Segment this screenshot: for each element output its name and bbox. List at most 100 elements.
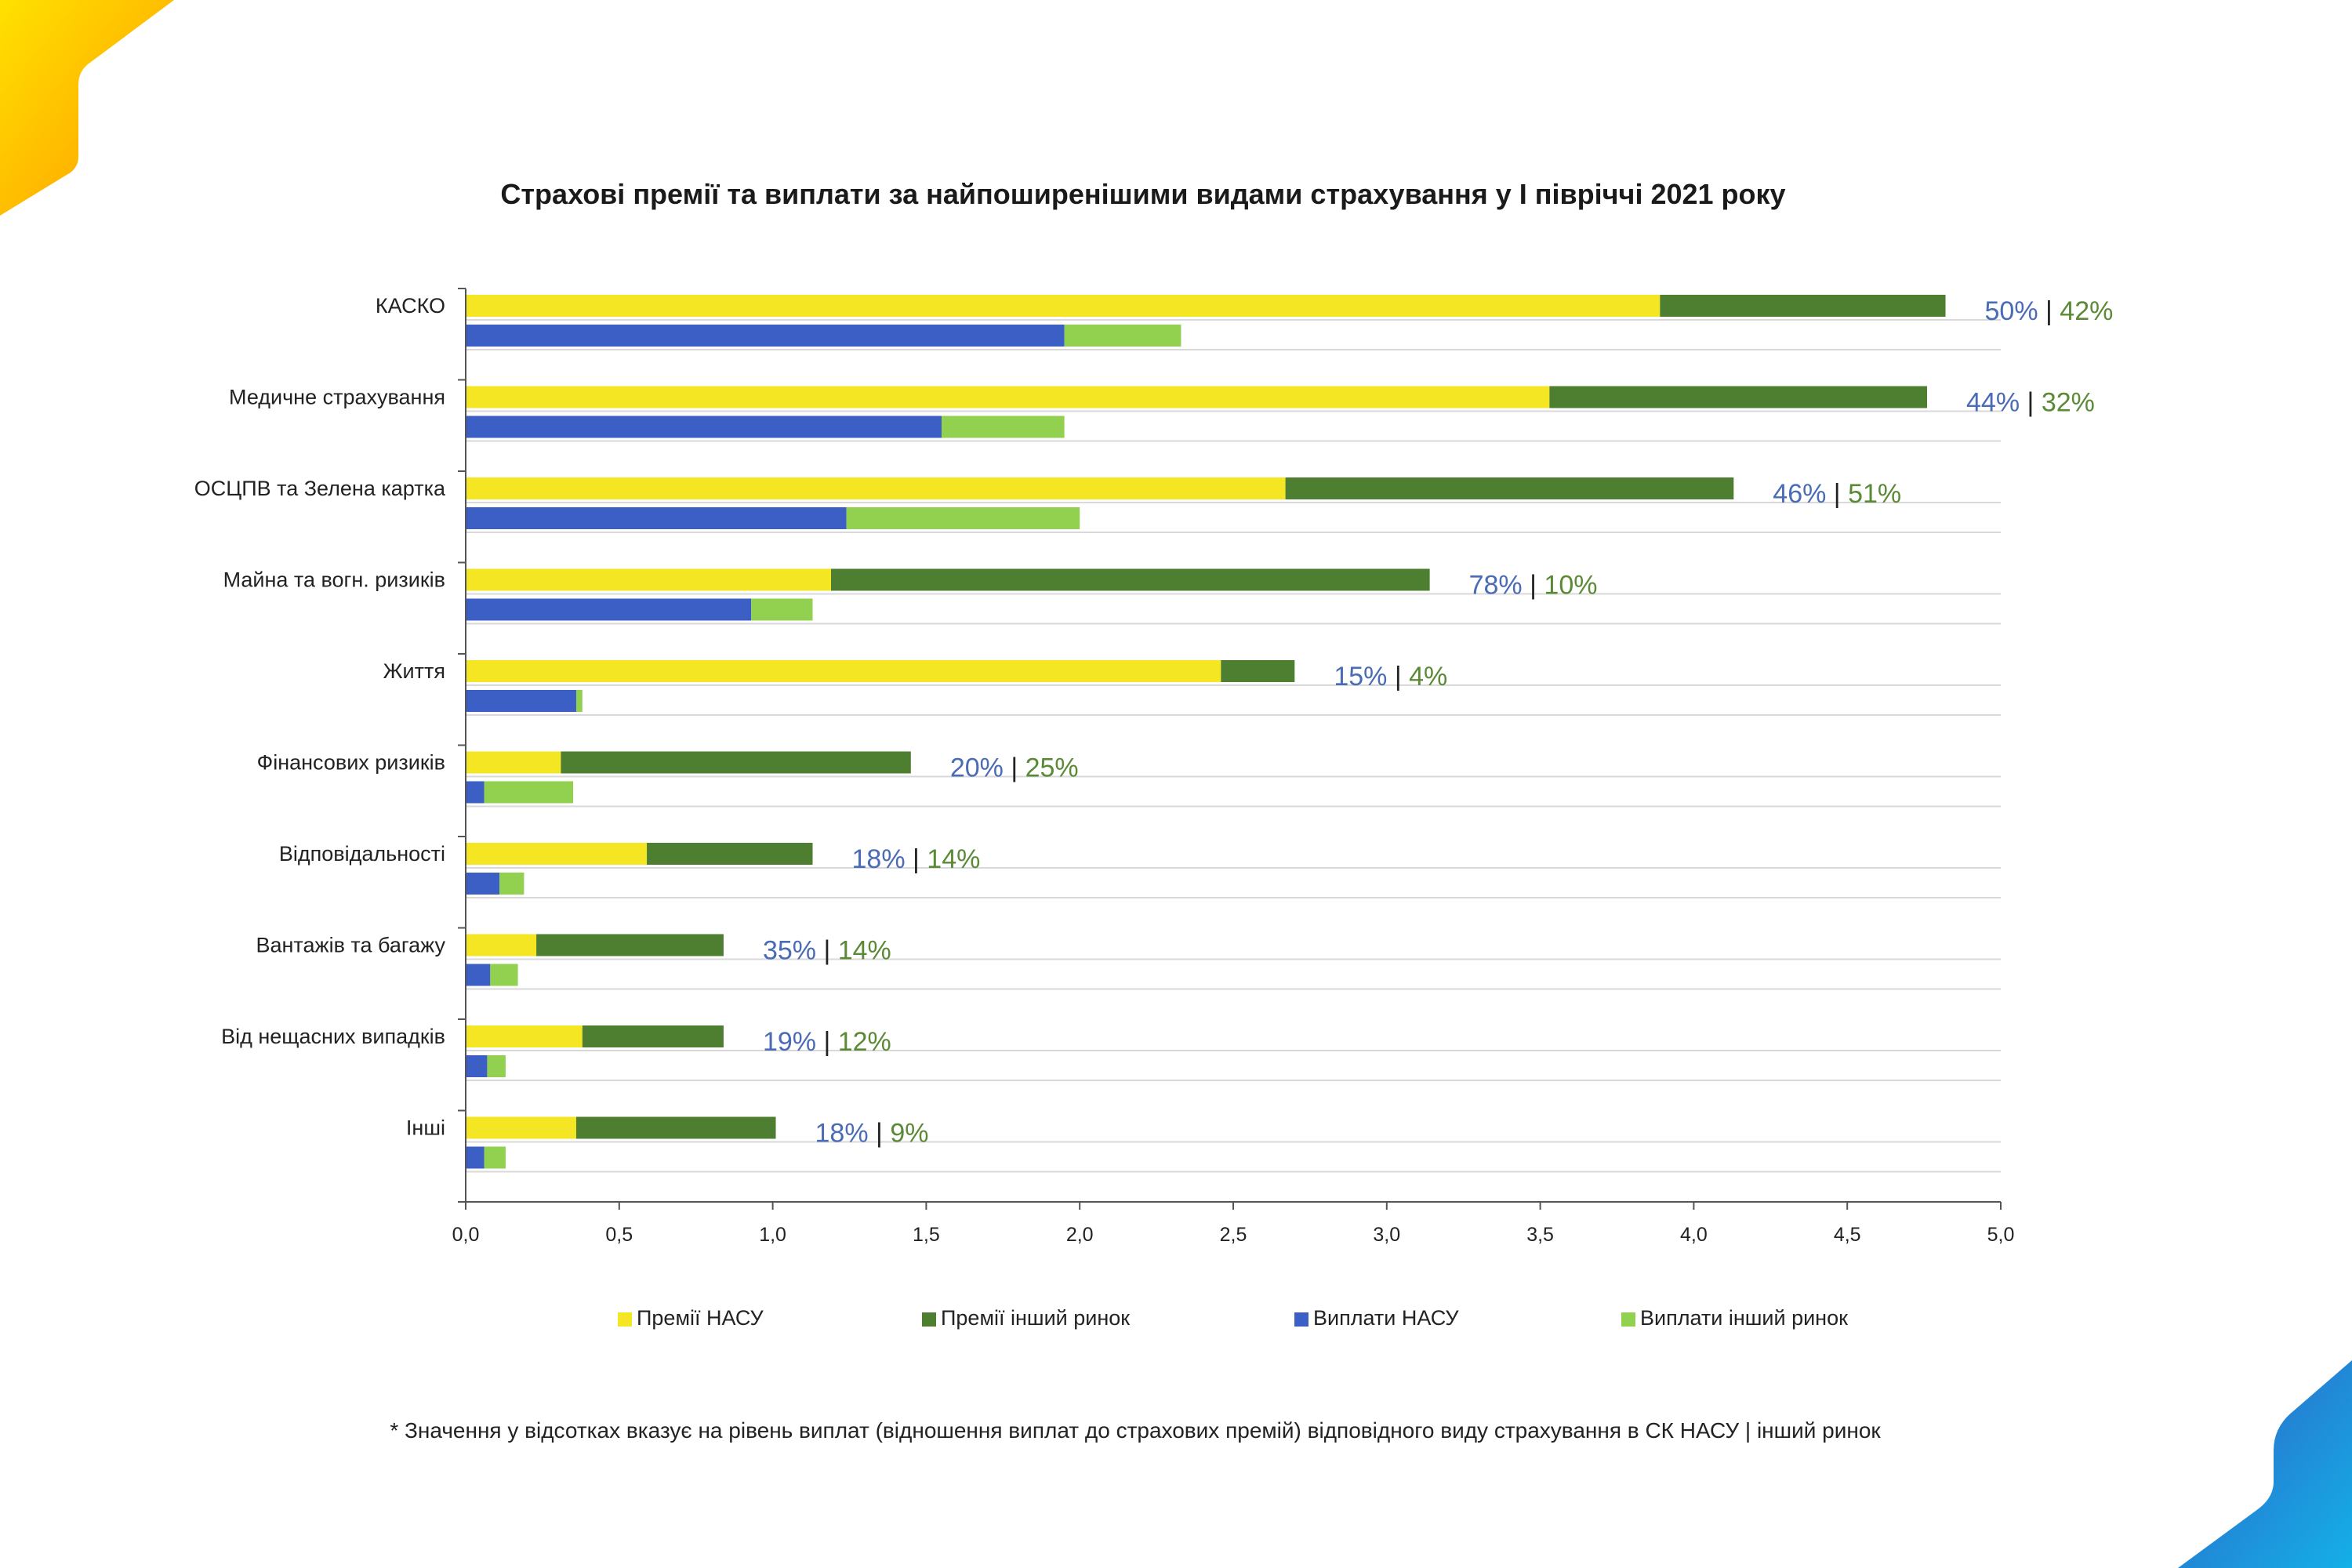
ratio-label: 15% | 4% [1334, 662, 1447, 691]
bar-premiums-other [1221, 660, 1295, 682]
bar-payouts-other [846, 507, 1080, 529]
bar-payouts-other [490, 964, 518, 986]
ratio-label: 46% | 51% [1773, 479, 1901, 509]
legend-swatch [1621, 1312, 1635, 1327]
legend-label: Виплати НАСУ [1313, 1306, 1459, 1330]
bar-premiums-other [647, 843, 813, 865]
bar-premiums-nasu [466, 934, 537, 956]
legend-label: Премії НАСУ [637, 1306, 764, 1330]
bar-payouts-nasu [466, 781, 485, 804]
bar-payouts-nasu [466, 1055, 488, 1077]
ratio-nasu: 15% [1334, 662, 1387, 691]
bar-payouts-other [484, 781, 574, 804]
ratio-separator: | [1004, 753, 1025, 783]
legend-swatch [922, 1312, 936, 1327]
category-label: Медичне страхування [229, 386, 445, 409]
bar-payouts-nasu [466, 598, 752, 621]
bar-premiums-nasu [466, 295, 1661, 317]
ratio-other: 42% [2060, 296, 2113, 326]
ratio-label: 18% | 14% [852, 844, 981, 874]
ratio-separator: | [1523, 571, 1544, 601]
ratio-separator: | [2038, 296, 2060, 326]
bar-payouts-other [941, 416, 1065, 438]
category-label: Життя [383, 659, 445, 683]
bar-premiums-nasu [466, 1116, 576, 1139]
ratio-nasu: 78% [1469, 571, 1523, 601]
ratio-nasu: 44% [1966, 388, 2020, 418]
category-label: Від нещасних випадків [221, 1025, 445, 1048]
bar-payouts-other [499, 873, 524, 895]
bar-premiums-other [1660, 295, 1946, 317]
ratio-other: 12% [838, 1027, 891, 1057]
bar-payouts-nasu [466, 964, 491, 986]
bar-premiums-other [1549, 386, 1928, 408]
ratio-nasu: 18% [815, 1119, 869, 1149]
category-label: ОСЦПВ та Зелена картка [194, 477, 446, 500]
ratio-separator: | [816, 936, 838, 966]
bar-premiums-nasu [466, 386, 1550, 408]
bar-payouts-nasu [466, 507, 847, 529]
category-label: Вантажів та багажу [256, 934, 446, 957]
x-tick-label: 0,0 [452, 1224, 480, 1246]
ratio-other: 4% [1409, 662, 1447, 691]
bars [466, 295, 1946, 1169]
legend-label: Премії інший ринок [941, 1306, 1130, 1330]
ratio-label: 18% | 9% [815, 1119, 929, 1149]
bar-payouts-nasu [466, 416, 942, 438]
bar-payouts-other [487, 1055, 506, 1077]
ratio-separator: | [1387, 662, 1409, 691]
chart-title: Страхові премії та виплати за найпоширен… [500, 178, 1785, 210]
bar-premiums-other [575, 1116, 776, 1139]
corner-decoration-top-left [0, 0, 174, 216]
ratio-separator: | [2020, 388, 2042, 418]
legend-swatch [1294, 1312, 1308, 1327]
ratio-nasu: 46% [1773, 479, 1826, 509]
category-label: Фінансових ризиків [257, 751, 445, 775]
ratio-label: 19% | 12% [763, 1027, 891, 1057]
bar-premiums-other [582, 1025, 724, 1047]
x-tick-label: 5,0 [1987, 1224, 2015, 1246]
bar-payouts-other [1064, 325, 1181, 347]
bar-premiums-nasu [466, 568, 832, 591]
x-tick-label: 3,0 [1373, 1224, 1400, 1246]
ratio-label: 50% | 42% [1985, 296, 2114, 326]
ratio-label: 78% | 10% [1469, 571, 1598, 601]
ratio-separator: | [816, 1027, 838, 1057]
ratio-other: 10% [1544, 571, 1597, 601]
bar-payouts-other [484, 1146, 506, 1169]
ratio-separator: | [1826, 479, 1848, 509]
corner-decoration-bottom-right [2178, 1360, 2352, 1568]
ratio-nasu: 50% [1985, 296, 2038, 326]
bar-payouts-nasu [466, 690, 576, 712]
ratio-other: 32% [2042, 388, 2095, 418]
ratio-other: 25% [1025, 753, 1079, 783]
ratio-nasu: 19% [763, 1027, 816, 1057]
ratio-other: 9% [890, 1119, 928, 1149]
bar-premiums-nasu [466, 843, 648, 865]
bar-payouts-nasu [466, 873, 500, 895]
x-tick-label: 3,5 [1526, 1224, 1554, 1246]
ratio-labels: 50% | 42% 44% | 32% 46% | 51% 78% | 10% 15% … [763, 296, 2113, 1149]
x-tick-label: 4,0 [1680, 1224, 1708, 1246]
bar-premiums-nasu [466, 751, 561, 774]
ratio-other: 14% [838, 936, 891, 966]
category-labels: КАСКО Медичне страхування ОСЦПВ та Зелена … [194, 294, 446, 1140]
bar-premiums-nasu [466, 660, 1221, 682]
category-label: КАСКО [376, 294, 445, 318]
x-tick-label: 0,5 [605, 1224, 633, 1246]
ratio-other: 51% [1848, 479, 1901, 509]
legend: Премії НАСУ Премії інший ринок Виплати НАС… [618, 1306, 1848, 1330]
x-tick-label: 2,5 [1220, 1224, 1247, 1246]
ratio-other: 14% [927, 844, 980, 874]
bar-premiums-other [1285, 477, 1734, 499]
legend-swatch [618, 1312, 632, 1327]
x-tick-label: 1,0 [759, 1224, 786, 1246]
bar-premiums-nasu [466, 1025, 583, 1047]
bar-payouts-other [751, 598, 813, 621]
ratio-separator: | [906, 844, 927, 874]
ratio-label: 20% | 25% [950, 753, 1079, 783]
ratio-separator: | [869, 1119, 891, 1149]
x-tick-label: 1,5 [913, 1224, 940, 1246]
x-tick-labels: 0,0 0,5 1,0 1,5 2,0 2,5 3,0 3,5 4,0 4,5 5,0 [452, 1224, 2015, 1246]
